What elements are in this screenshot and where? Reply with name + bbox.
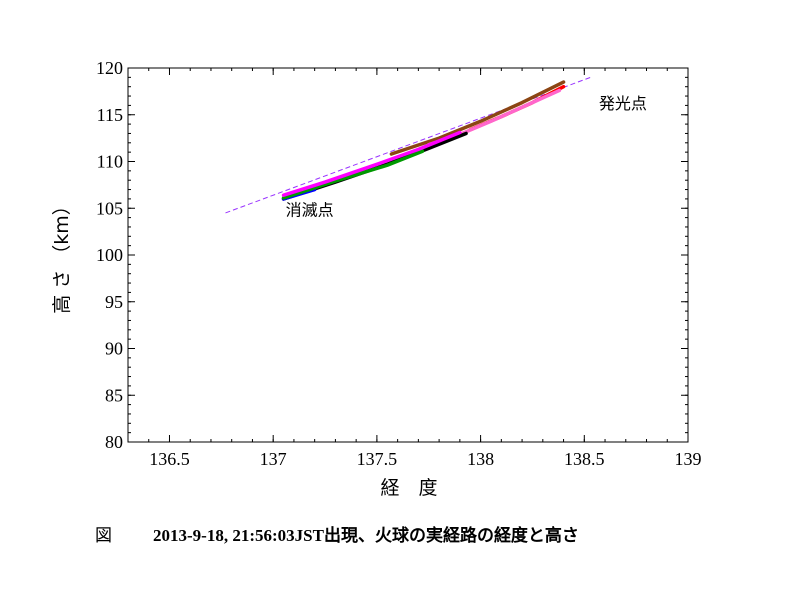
series-line [281, 130, 462, 197]
y-tick-label: 115 [97, 105, 123, 125]
figure-caption: 図 2013-9-18, 21:56:03JST出現、火球の実経路の経度と高さ [95, 521, 579, 546]
series-layer [281, 80, 566, 201]
tick-layer [127, 67, 689, 443]
y-tick-label: 90 [105, 339, 123, 359]
series-line [281, 149, 425, 200]
y-tick-label: 85 [105, 385, 123, 405]
tick-label-layer: 136.5 137 137.5 138 138.5 139 80 85 90 95 100 105 11… [96, 58, 702, 469]
series-line [389, 80, 566, 156]
x-tick-label: 136.5 [149, 449, 190, 469]
x-tick-label: 137.5 [357, 449, 398, 469]
annotation-label: 発光点 [599, 94, 647, 113]
x-tick-label: 139 [675, 449, 702, 469]
figure-label: 図 [95, 526, 112, 546]
y-tick-label: 95 [105, 292, 123, 312]
y-tick-label: 100 [96, 245, 123, 265]
annotation-label: 消滅点 [286, 201, 334, 220]
x-axis-title: 経 度 [380, 477, 437, 499]
y-tick-label: 110 [97, 152, 123, 172]
y-tick-label: 80 [105, 432, 123, 452]
y-axis-title: 高 さ （km） [51, 196, 73, 314]
x-tick-label: 138.5 [564, 449, 605, 469]
plot-frame [127, 67, 689, 443]
x-tick-label: 137 [260, 449, 287, 469]
x-tick-label: 138 [467, 449, 494, 469]
y-tick-label: 105 [96, 198, 123, 218]
y-tick-label: 120 [96, 58, 123, 78]
caption-text: 2013-9-18, 21:56:03JST出現、火球の実経路の経度と高さ [153, 526, 579, 545]
